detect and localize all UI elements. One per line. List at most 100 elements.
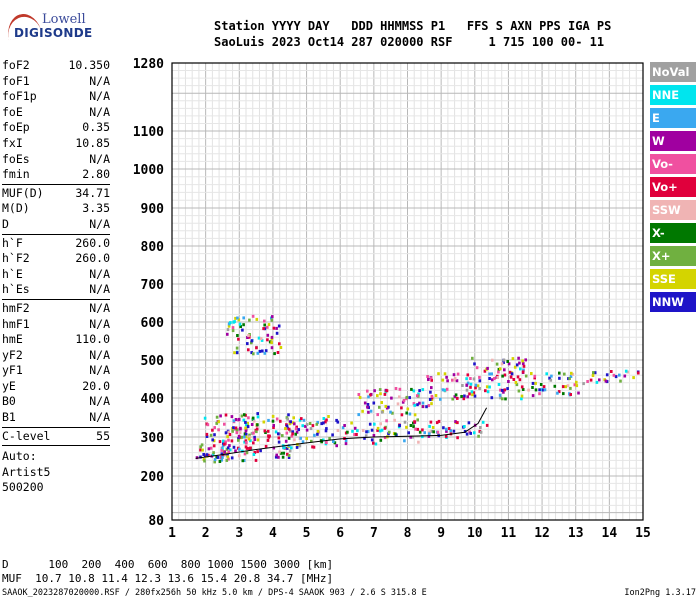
echo-point	[217, 420, 220, 424]
echo-point	[302, 418, 306, 422]
echo-point	[491, 358, 494, 362]
echo-point	[235, 346, 239, 350]
echo-point	[490, 372, 493, 376]
param-key: B0	[2, 394, 16, 409]
echo-point	[376, 413, 379, 417]
echo-point	[212, 451, 215, 455]
header-line1: Station YYYY DAY DDD HHMMSS P1 FFS S AXN…	[214, 19, 612, 33]
echo-point	[202, 453, 205, 456]
echo-point	[468, 392, 471, 396]
param-key: fxI	[2, 135, 23, 150]
echo-point	[276, 351, 280, 354]
echo-point	[285, 446, 289, 450]
echo-point	[213, 460, 216, 464]
echo-point	[355, 433, 358, 436]
param-key: B1	[2, 410, 16, 425]
echo-point	[287, 444, 291, 448]
echo-point	[413, 420, 416, 424]
echo-point	[212, 444, 216, 448]
echo-point	[203, 416, 207, 420]
echo-point	[553, 384, 557, 388]
echo-point	[391, 411, 394, 415]
echo-point	[254, 458, 258, 462]
echo-point	[520, 385, 524, 389]
echo-point	[250, 423, 254, 426]
echo-point	[430, 398, 434, 402]
echo-point	[504, 397, 507, 401]
echo-point	[410, 387, 413, 391]
echo-point	[474, 386, 477, 390]
echo-point	[421, 405, 425, 409]
param-key: hmF2	[2, 300, 30, 315]
param-value: 55	[96, 428, 110, 443]
echo-point	[405, 425, 408, 429]
echo-point	[456, 421, 459, 425]
legend-item-x-plus: X+	[650, 246, 696, 266]
echo-point	[363, 436, 366, 440]
scaled-parameters-panel: foF2 10.350 foF1 N/A foF1p N/A foE N/A foEp 0…	[2, 58, 110, 496]
echo-point	[575, 380, 578, 384]
echo-point	[437, 372, 440, 376]
echo-point	[469, 431, 472, 435]
echo-point	[545, 372, 548, 376]
echo-point	[430, 378, 433, 382]
echo-point	[267, 435, 271, 439]
echo-point	[426, 375, 429, 378]
echo-point	[428, 398, 432, 401]
echo-point	[322, 438, 325, 442]
echo-point	[290, 446, 293, 450]
echo-point	[316, 429, 320, 433]
echo-point	[408, 396, 411, 400]
echo-point	[430, 394, 434, 398]
echo-point	[263, 429, 267, 433]
param-value: 20.0	[82, 378, 110, 393]
echo-point	[462, 397, 466, 401]
echo-point	[316, 420, 319, 424]
echo-point	[227, 430, 230, 434]
echo-point	[423, 431, 426, 435]
echo-point	[416, 427, 419, 431]
echo-point	[412, 402, 416, 406]
legend-item-vo-plus: Vo+	[650, 177, 696, 197]
echo-point	[417, 392, 420, 396]
divider	[2, 298, 110, 300]
echo-point	[389, 410, 392, 414]
echo-point	[571, 372, 575, 376]
divider	[2, 445, 110, 447]
y-tick-label: 1000	[133, 163, 164, 178]
echo-point	[230, 415, 234, 419]
y-tick-label: 800	[141, 240, 165, 255]
echo-point	[226, 435, 229, 439]
echo-point	[598, 378, 601, 382]
echo-point	[413, 413, 417, 417]
echo-point	[491, 378, 494, 382]
echo-point	[466, 381, 470, 385]
echo-point	[479, 426, 482, 429]
echo-point	[378, 429, 382, 433]
echo-point	[263, 319, 266, 323]
echo-point	[240, 414, 244, 418]
echo-point	[495, 362, 499, 366]
echo-point	[328, 437, 331, 440]
echo-point	[455, 379, 459, 383]
param-key: hmF1	[2, 316, 30, 331]
echo-point	[471, 356, 474, 360]
echo-point	[248, 447, 251, 451]
echo-point	[470, 390, 474, 394]
param-value: N/A	[89, 73, 110, 88]
echo-point	[476, 384, 480, 388]
y-tick-label: 1280	[133, 57, 164, 72]
param-key: h`Es	[2, 282, 30, 297]
echo-point	[253, 451, 257, 454]
param-key: h`F	[2, 235, 23, 250]
echo-point	[344, 442, 348, 446]
echo-point	[262, 327, 265, 331]
echo-point	[623, 374, 627, 378]
echo-point	[358, 396, 362, 399]
echo-point	[294, 427, 298, 431]
echo-point	[409, 424, 413, 427]
echo-point	[533, 376, 536, 380]
echo-point	[533, 374, 537, 378]
param-value: 34.71	[75, 185, 110, 200]
echo-point	[614, 375, 618, 379]
